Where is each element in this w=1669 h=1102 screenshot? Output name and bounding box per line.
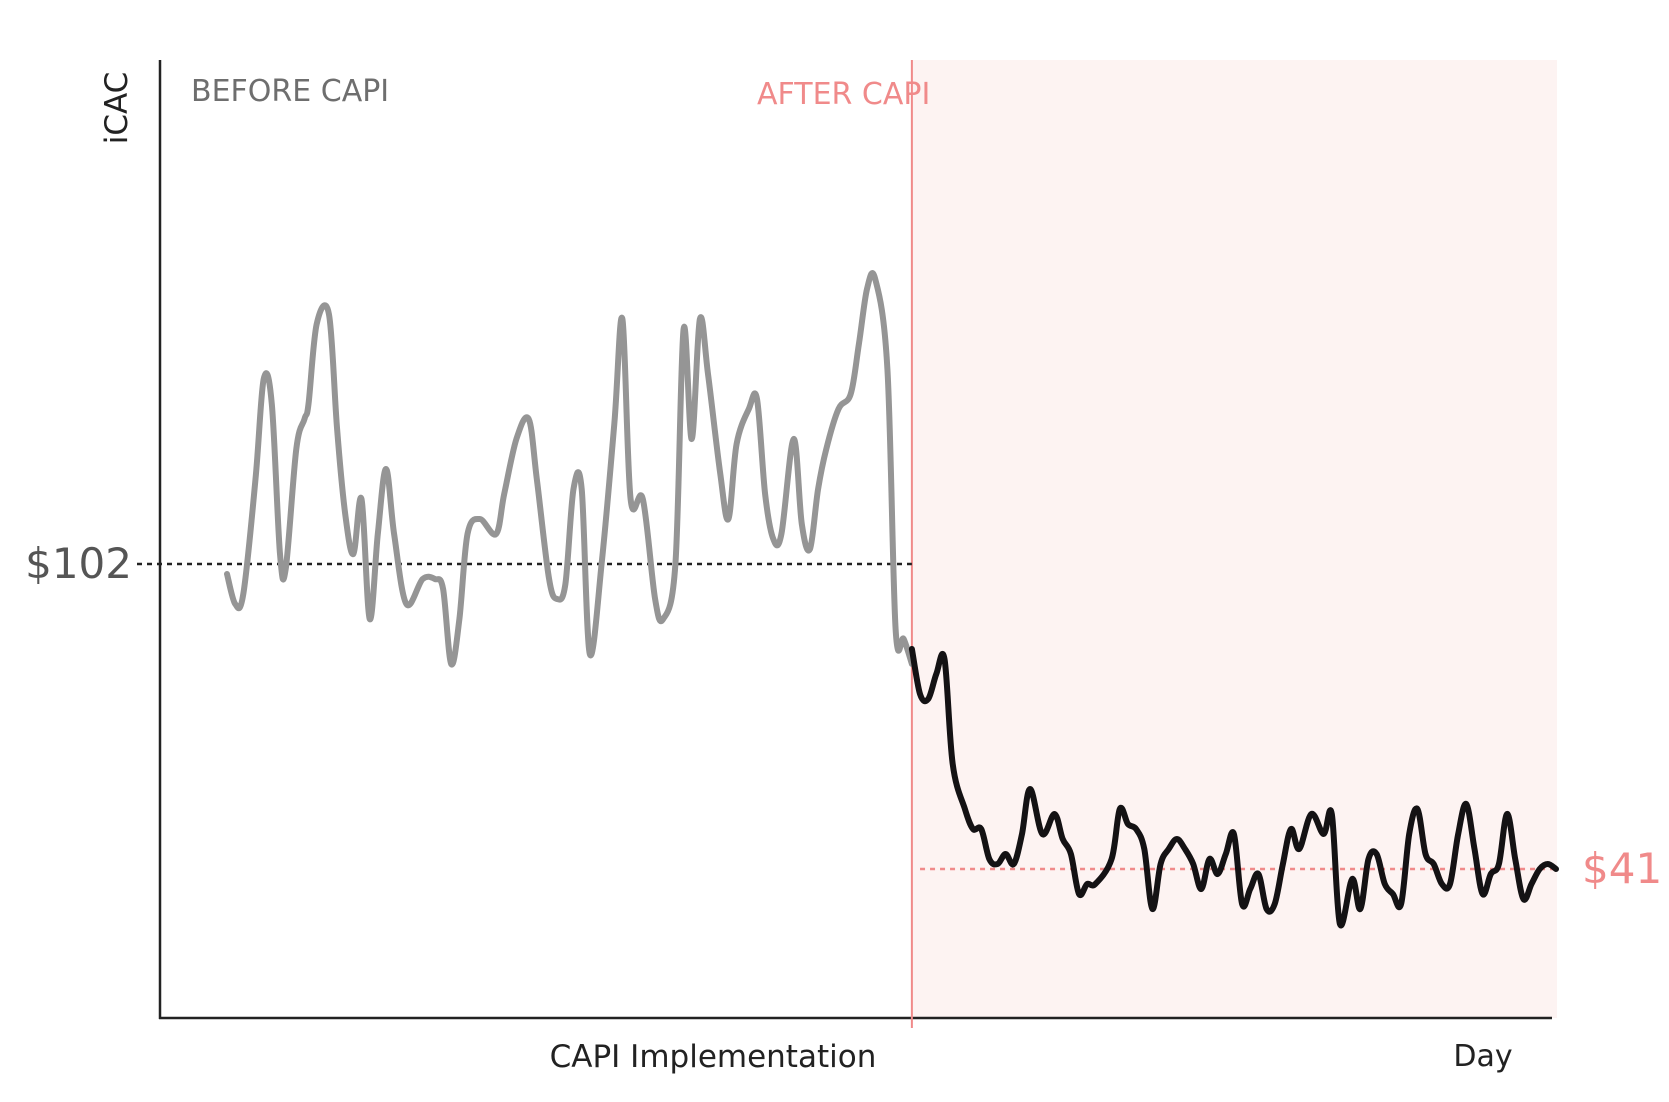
capi-implementation-label: CAPI Implementation <box>550 1039 877 1075</box>
series-after-line <box>908 646 1559 929</box>
after-capi-region <box>911 60 1557 1018</box>
series-group <box>224 270 1559 929</box>
reference-lines: $102 $41 <box>25 539 1662 893</box>
x-axis-label: Day <box>1453 1039 1512 1074</box>
after-capi-label: AFTER CAPI <box>757 77 930 112</box>
reference-label: $41 <box>1582 844 1662 893</box>
reference-label: $102 <box>25 539 132 588</box>
y-axis-label: iCAC <box>99 72 135 145</box>
before-capi-label: BEFORE CAPI <box>191 74 389 109</box>
series-before-line <box>224 270 915 668</box>
